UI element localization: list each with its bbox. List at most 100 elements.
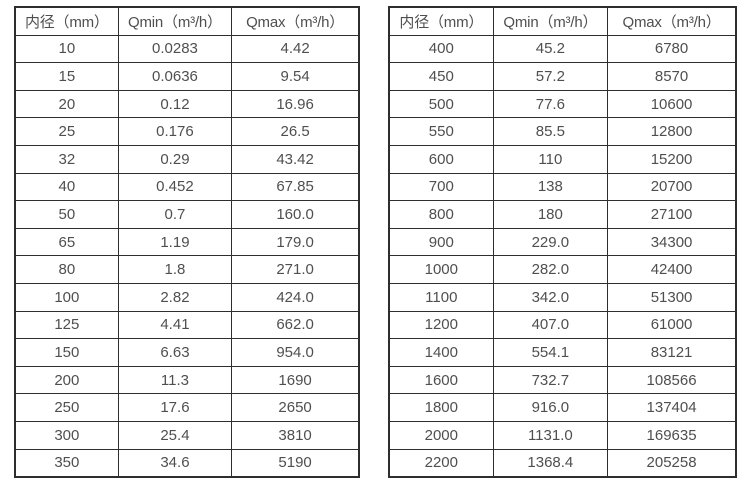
table-cell: 954.0 xyxy=(231,338,360,367)
table-row: 20 0.12 16.96 xyxy=(14,89,360,119)
table-row: 800 180 27100 xyxy=(388,200,737,229)
header-row: 内径（mm） Qmin（m³/h） Qmax（m³/h） xyxy=(388,6,737,36)
table-row: 2000 1131.0 169635 xyxy=(388,420,737,450)
table-cell: 110 xyxy=(492,144,609,174)
table-cell: 6.63 xyxy=(117,338,233,367)
table-cell: 916.0 xyxy=(492,393,609,422)
table-row: 100 2.82 424.0 xyxy=(14,282,360,312)
column-header: Qmax（m³/h） xyxy=(607,6,737,36)
table-row: 50 0.7 160.0 xyxy=(14,200,360,229)
table-cell: 108566 xyxy=(607,365,737,395)
table-cell: 10600 xyxy=(607,89,737,119)
table-cell: 205258 xyxy=(607,448,737,478)
table-row: 40 0.452 67.85 xyxy=(14,172,360,202)
table-row: 1100 342.0 51300 xyxy=(388,282,737,312)
table-cell: 0.452 xyxy=(117,172,233,202)
table-row: 1800 916.0 137404 xyxy=(388,393,737,422)
table-cell: 67.85 xyxy=(231,172,360,202)
table-cell: 138 xyxy=(492,172,609,202)
table-cell: 1131.0 xyxy=(492,420,609,450)
table-cell: 17.6 xyxy=(117,393,233,422)
table-cell: 229.0 xyxy=(492,227,609,257)
table-cell: 57.2 xyxy=(492,62,609,91)
table-cell: 800 xyxy=(388,200,494,229)
table-cell: 250 xyxy=(14,393,119,422)
table-row: 400 45.2 6780 xyxy=(388,34,737,64)
table-cell: 169635 xyxy=(607,420,737,450)
table-cell: 1800 xyxy=(388,393,494,422)
table-row: 250 17.6 2650 xyxy=(14,393,360,422)
column-header: Qmin（m³/h） xyxy=(117,6,233,36)
table-row: 1600 732.7 108566 xyxy=(388,365,737,395)
table-cell: 42400 xyxy=(607,255,737,284)
table-cell: 26.5 xyxy=(231,117,360,146)
table-cell: 137404 xyxy=(607,393,737,422)
table-cell: 700 xyxy=(388,172,494,202)
table-row: 600 110 15200 xyxy=(388,144,737,174)
table-cell: 5190 xyxy=(231,448,360,478)
table-cell: 2000 xyxy=(388,420,494,450)
table-cell: 407.0 xyxy=(492,310,609,340)
table-cell: 400 xyxy=(388,34,494,64)
table-row: 500 77.6 10600 xyxy=(388,89,737,119)
table-cell: 34.6 xyxy=(117,448,233,478)
table-cell: 45.2 xyxy=(492,34,609,64)
table-cell: 2200 xyxy=(388,448,494,478)
table-cell: 0.7 xyxy=(117,200,233,229)
column-header: Qmax（m³/h） xyxy=(231,6,360,36)
table-cell: 0.176 xyxy=(117,117,233,146)
table-cell: 900 xyxy=(388,227,494,257)
table-cell: 150 xyxy=(14,338,119,367)
table-cell: 2.82 xyxy=(117,282,233,312)
table-cell: 1000 xyxy=(388,255,494,284)
table-cell: 20700 xyxy=(607,172,737,202)
table-row: 65 1.19 179.0 xyxy=(14,227,360,257)
table-cell: 34300 xyxy=(607,227,737,257)
table-cell: 10 xyxy=(14,34,119,64)
table-cell: 160.0 xyxy=(231,200,360,229)
table-cell: 1200 xyxy=(388,310,494,340)
table-cell: 600 xyxy=(388,144,494,174)
table-cell: 554.1 xyxy=(492,338,609,367)
table-cell: 15200 xyxy=(607,144,737,174)
table-cell: 450 xyxy=(388,62,494,91)
flow-spec-table-large-diameters: 内径（mm） Qmin（m³/h） Qmax（m³/h） 400 45.2 6780 450… xyxy=(388,6,737,479)
table-row: 300 25.4 3810 xyxy=(14,420,360,450)
table-cell: 1368.4 xyxy=(492,448,609,478)
table-cell: 180 xyxy=(492,200,609,229)
table-cell: 0.0636 xyxy=(117,62,233,91)
table-cell: 16.96 xyxy=(231,89,360,119)
table-row: 700 138 20700 xyxy=(388,172,737,202)
table-cell: 4.41 xyxy=(117,310,233,340)
column-header: 内径（mm） xyxy=(14,6,119,36)
table-row: 80 1.8 271.0 xyxy=(14,255,360,284)
table-cell: 15 xyxy=(14,62,119,91)
table-cell: 65 xyxy=(14,227,119,257)
table-cell: 11.3 xyxy=(117,365,233,395)
flow-spec-table-small-diameters: 内径（mm） Qmin（m³/h） Qmax（m³/h） 10 0.0283 4.42 15… xyxy=(14,6,360,479)
table-cell: 25 xyxy=(14,117,119,146)
table-row: 10 0.0283 4.42 xyxy=(14,34,360,64)
table-cell: 424.0 xyxy=(231,282,360,312)
table-cell: 350 xyxy=(14,448,119,478)
table-cell: 125 xyxy=(14,310,119,340)
table-row: 1000 282.0 42400 xyxy=(388,255,737,284)
table-cell: 25.4 xyxy=(117,420,233,450)
table-cell: 1690 xyxy=(231,365,360,395)
table-row: 32 0.29 43.42 xyxy=(14,144,360,174)
table-row: 15 0.0636 9.54 xyxy=(14,62,360,91)
table-cell: 1.8 xyxy=(117,255,233,284)
table-cell: 43.42 xyxy=(231,144,360,174)
table-cell: 732.7 xyxy=(492,365,609,395)
table-cell: 9.54 xyxy=(231,62,360,91)
table-cell: 200 xyxy=(14,365,119,395)
column-header: Qmin（m³/h） xyxy=(492,6,609,36)
table-row: 200 11.3 1690 xyxy=(14,365,360,395)
table-row: 125 4.41 662.0 xyxy=(14,310,360,340)
table-cell: 1600 xyxy=(388,365,494,395)
table-cell: 1.19 xyxy=(117,227,233,257)
table-row: 1200 407.0 61000 xyxy=(388,310,737,340)
table-row: 150 6.63 954.0 xyxy=(14,338,360,367)
table-cell: 80 xyxy=(14,255,119,284)
table-cell: 1100 xyxy=(388,282,494,312)
